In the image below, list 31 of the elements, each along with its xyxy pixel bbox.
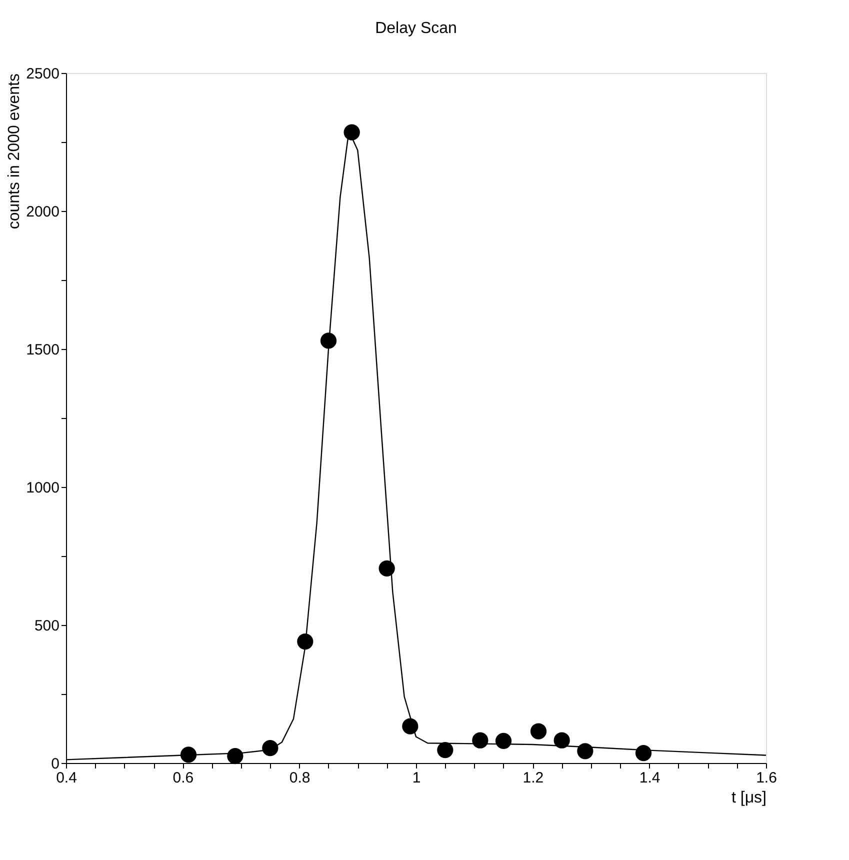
point (635, 745, 652, 762)
x-tick-label: 0.6 (172, 770, 194, 786)
y-tick-label: 2000 (26, 204, 60, 220)
point (320, 332, 337, 349)
x-tick-label: 1.4 (639, 770, 660, 786)
x-tick-label: 0.4 (56, 770, 77, 786)
y-tick-label: 0 (51, 756, 60, 772)
point (227, 748, 244, 764)
x-tick-label: 1 (412, 770, 421, 786)
point (472, 732, 488, 748)
x-tick-label: 1.6 (756, 770, 777, 786)
point (437, 742, 454, 758)
y-axis-title: counts in 2000 events (6, 74, 24, 230)
point (495, 732, 512, 749)
point (344, 124, 360, 140)
point (554, 732, 570, 748)
point (297, 634, 314, 650)
y-tick-label: 500 (34, 618, 60, 634)
point (577, 743, 594, 760)
y-tick-label: 1000 (26, 480, 60, 496)
x-tick-label: 1.2 (522, 770, 544, 786)
y-tick-label: 2500 (26, 66, 60, 82)
chart-title: Delay Scan (375, 20, 457, 37)
point (262, 740, 278, 756)
y-tick-label: 1500 (26, 342, 60, 358)
x-tick-label: 0.8 (289, 770, 310, 786)
point (402, 718, 418, 734)
point (378, 560, 395, 576)
point (530, 723, 547, 740)
x-axis-title: t [μs] (732, 790, 766, 806)
point (180, 746, 197, 763)
